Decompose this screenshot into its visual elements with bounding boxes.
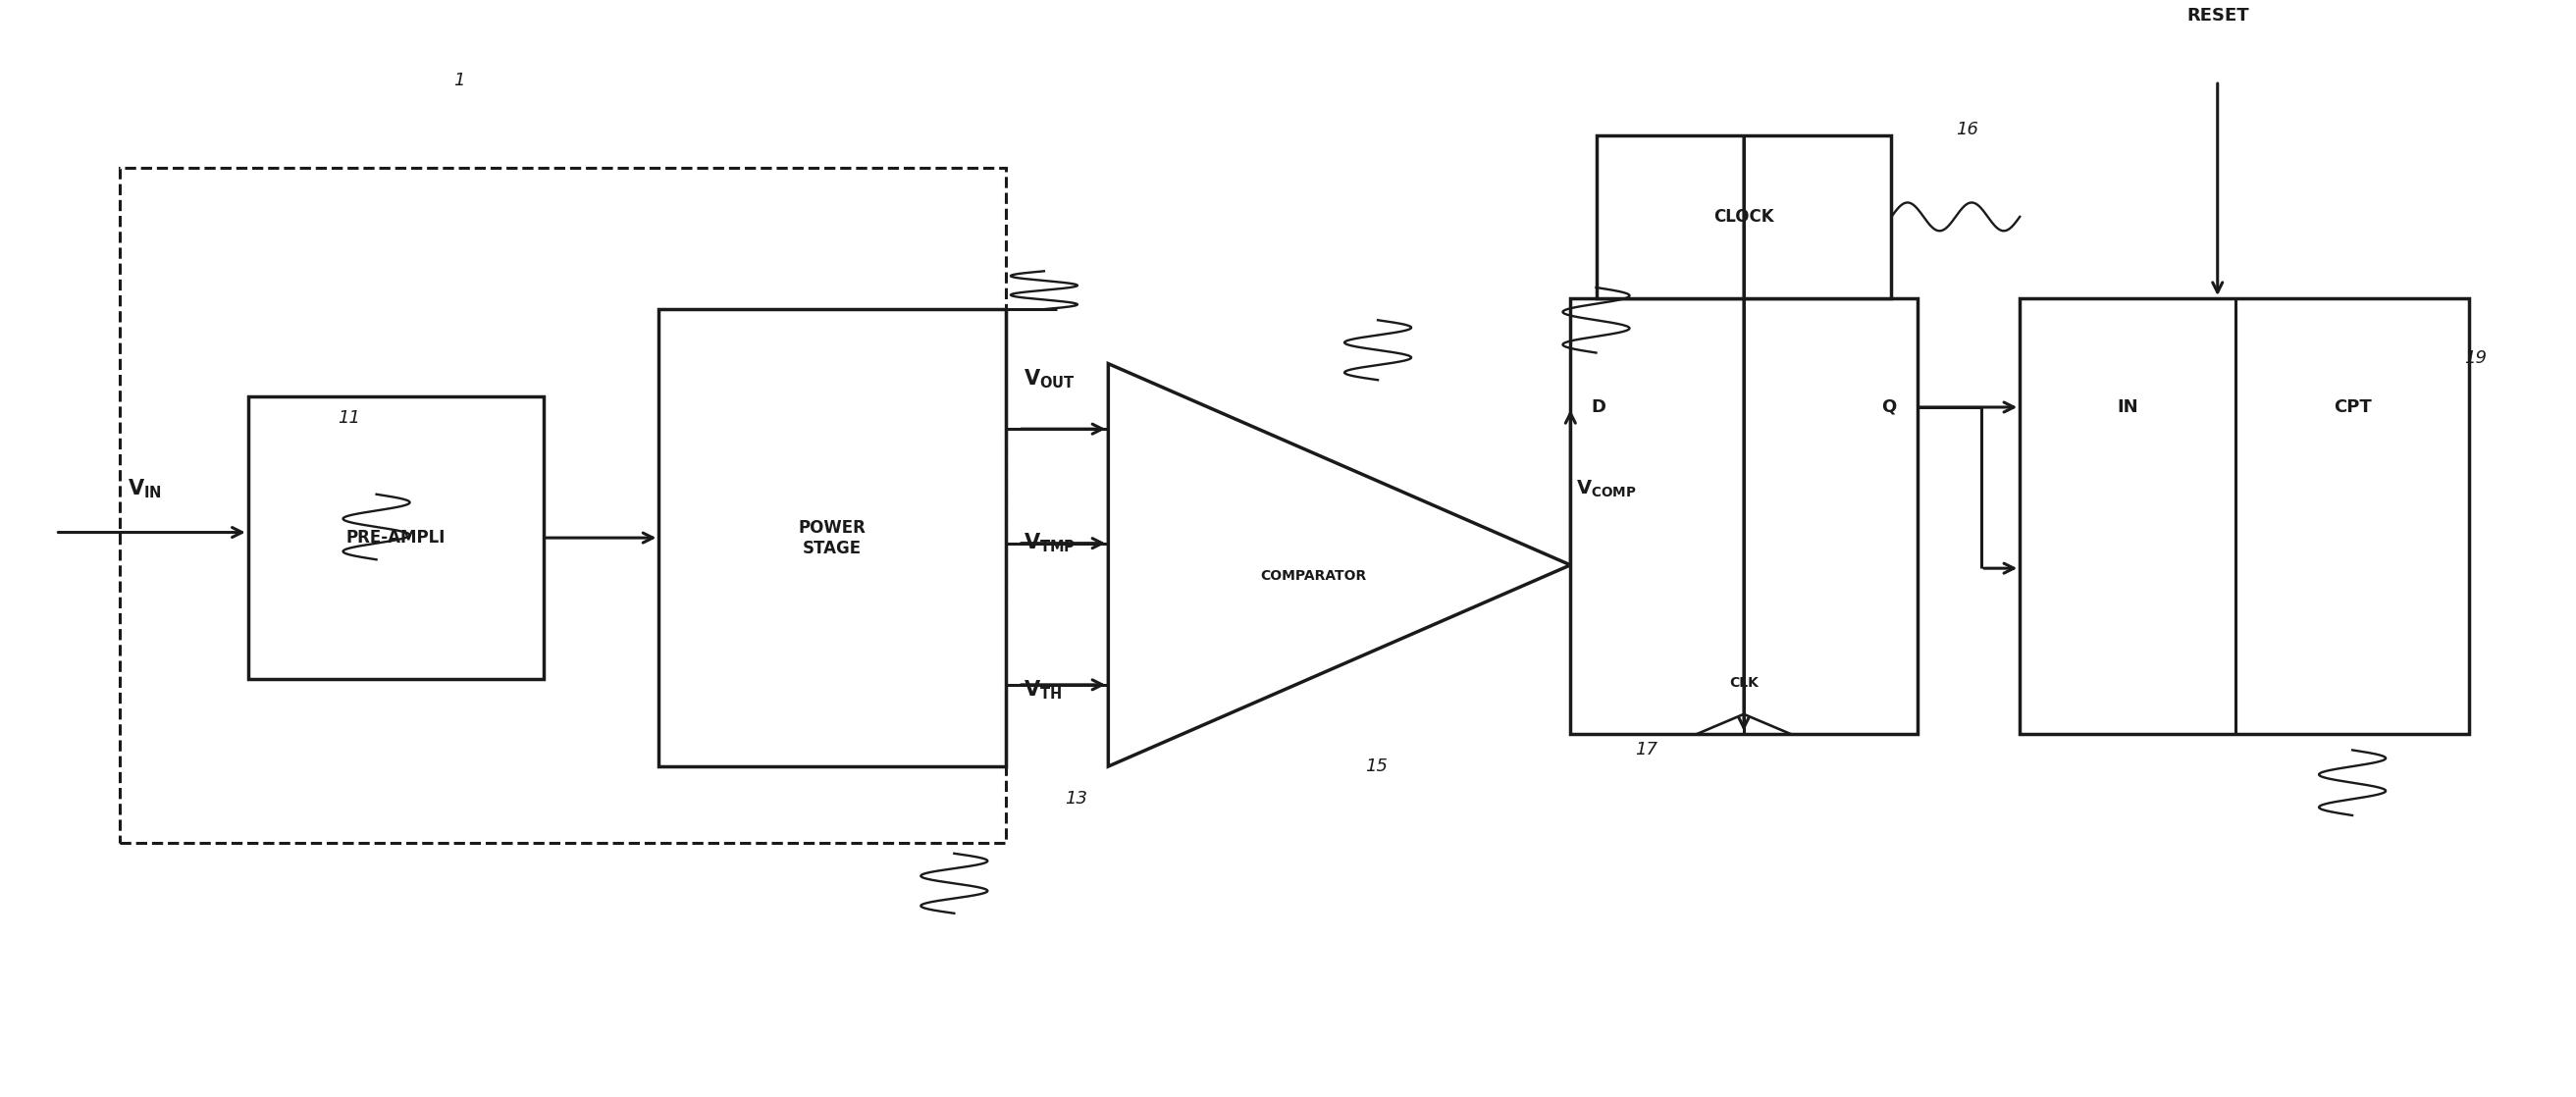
FancyBboxPatch shape (659, 309, 1005, 767)
Text: 1: 1 (453, 71, 464, 90)
Text: $\mathbf{V_{OUT}}$: $\mathbf{V_{OUT}}$ (1023, 367, 1074, 391)
FancyBboxPatch shape (2020, 298, 2470, 734)
Text: 15: 15 (1365, 758, 1388, 776)
Text: $\mathbf{V_{TMP}}$: $\mathbf{V_{TMP}}$ (1023, 532, 1077, 555)
Text: 16: 16 (1955, 121, 1978, 138)
FancyBboxPatch shape (247, 396, 544, 679)
Text: COMPARATOR: COMPARATOR (1260, 569, 1368, 583)
Text: CLOCK: CLOCK (1713, 208, 1775, 226)
Text: 11: 11 (337, 409, 361, 427)
Text: D: D (1592, 398, 1605, 416)
FancyBboxPatch shape (1571, 298, 1917, 734)
Text: Q: Q (1880, 398, 1896, 416)
Text: 13: 13 (1064, 790, 1087, 807)
Text: CPT: CPT (2334, 398, 2372, 416)
Text: 17: 17 (1636, 742, 1656, 759)
Text: $\mathbf{V_{COMP}}$: $\mathbf{V_{COMP}}$ (1577, 478, 1636, 499)
Text: PRE-AMPLI: PRE-AMPLI (345, 529, 446, 546)
FancyBboxPatch shape (1597, 135, 1891, 298)
Text: $\mathbf{V_{IN}}$: $\mathbf{V_{IN}}$ (126, 477, 162, 500)
Text: RESET: RESET (2187, 7, 2249, 24)
Text: IN: IN (2117, 398, 2138, 416)
Text: CLK: CLK (1728, 677, 1759, 690)
Text: $\mathbf{V_{TH}}$: $\mathbf{V_{TH}}$ (1023, 679, 1061, 702)
Text: POWER
STAGE: POWER STAGE (799, 519, 866, 557)
Text: 19: 19 (2465, 349, 2486, 367)
FancyBboxPatch shape (118, 168, 1005, 842)
